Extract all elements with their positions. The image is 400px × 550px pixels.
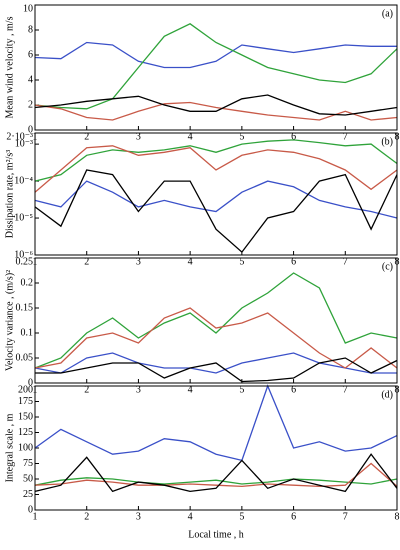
series-line xyxy=(35,357,398,383)
series-line xyxy=(34,477,398,486)
x-tick-label: 1 xyxy=(33,511,38,522)
y-axis-label: Dissipation rate, m²/s³ xyxy=(4,150,15,239)
x-tick-label: 2 xyxy=(84,131,89,142)
y-tick-label: 10⁻⁴ xyxy=(14,175,33,186)
y-tick-label: 75 xyxy=(23,458,33,469)
series-line xyxy=(34,272,398,369)
x-axis-label: Local time , h xyxy=(188,529,244,540)
series-line xyxy=(34,453,398,493)
y-axis-label: Mean wind velocity , m/s xyxy=(4,16,15,118)
y-tick-label: 25 xyxy=(23,489,33,500)
x-tick-label: 5 xyxy=(239,511,244,522)
panel-label: (d) xyxy=(381,389,393,400)
x-tick-label: 7 xyxy=(343,511,348,522)
x-tick-label: 7 xyxy=(343,131,348,142)
x-tick-label: 4 xyxy=(188,384,193,395)
series-line xyxy=(34,41,397,69)
y-tick-label: 0 xyxy=(28,377,33,388)
y-tick-label: 10⁻⁵ xyxy=(14,212,33,223)
series-line xyxy=(34,180,398,219)
y-tick-label: 0.15 xyxy=(16,302,34,313)
plot-frame xyxy=(34,385,398,511)
x-tick-label: 6 xyxy=(291,384,296,395)
x-tick-label: 5 xyxy=(239,131,244,142)
x-tick-label: 6 xyxy=(291,511,296,522)
series-line xyxy=(34,307,398,369)
series-line xyxy=(34,23,398,110)
x-tick-label: 4 xyxy=(188,256,193,267)
x-tick-label: 7 xyxy=(343,384,348,395)
y-tick-label: 4 xyxy=(28,74,33,85)
y-tick-label: 10⁻⁶ xyxy=(14,249,33,260)
y-tick-label: 2 xyxy=(28,99,33,110)
y-tick-label: 100 xyxy=(18,442,33,453)
y-tick-label: 150 xyxy=(18,411,33,422)
panel-label: (c) xyxy=(382,261,393,272)
y-tick-label: 10 xyxy=(23,3,33,14)
x-tick-label: 3 xyxy=(136,384,141,395)
y-tick-label: 0.2 xyxy=(21,277,34,288)
x-tick-label: 6 xyxy=(291,256,296,267)
plot-frame xyxy=(34,257,398,384)
y-tick-label: 175 xyxy=(18,396,33,407)
y-tick-label: 200 xyxy=(18,384,33,395)
y-tick-label: 8 xyxy=(28,24,33,35)
x-tick-label: 2 xyxy=(84,256,89,267)
series-line xyxy=(34,145,398,193)
y-tick-label: 0.25 xyxy=(16,256,34,267)
panel-label: (a) xyxy=(382,8,393,19)
x-tick-label: 3 xyxy=(136,511,141,522)
y-tick-label: 0 xyxy=(28,504,33,515)
x-tick-label: 4 xyxy=(188,131,193,142)
y-tick-label: 0.05 xyxy=(16,352,34,363)
y-tick-label: 125 xyxy=(18,427,33,438)
x-tick-label: 8 xyxy=(395,511,400,522)
x-tick-label: 2 xyxy=(84,384,89,395)
y-tick-label: 6 xyxy=(28,49,33,60)
series-line xyxy=(34,352,397,374)
x-tick-label: 2 xyxy=(84,511,89,522)
y-tick-label: 0.1 xyxy=(21,327,34,338)
y-tick-label: 0 xyxy=(28,124,33,135)
x-tick-label: 5 xyxy=(239,384,244,395)
y-tick-label: 10⁻³ xyxy=(15,138,33,149)
x-tick-label: 6 xyxy=(291,131,296,142)
y-axis-label: Velocity variance , (m/s)² xyxy=(4,270,15,371)
series-line xyxy=(34,462,398,488)
series-line xyxy=(34,384,398,462)
x-tick-label: 3 xyxy=(136,131,141,142)
y-tick-label: 50 xyxy=(23,473,33,484)
plot-frame xyxy=(34,4,398,131)
series-line xyxy=(34,139,398,182)
plot-frame xyxy=(34,132,398,256)
y-axis-label: Integral scale , m xyxy=(4,413,15,482)
x-tick-label: 4 xyxy=(188,511,193,522)
y-tick-label: 2·10⁻³ xyxy=(6,131,33,142)
series-line xyxy=(34,169,398,254)
panel-label: (b) xyxy=(381,136,393,147)
x-tick-label: 3 xyxy=(136,256,141,267)
series-line xyxy=(34,94,398,116)
x-tick-label: 5 xyxy=(239,256,244,267)
x-tick-label: 7 xyxy=(343,256,348,267)
